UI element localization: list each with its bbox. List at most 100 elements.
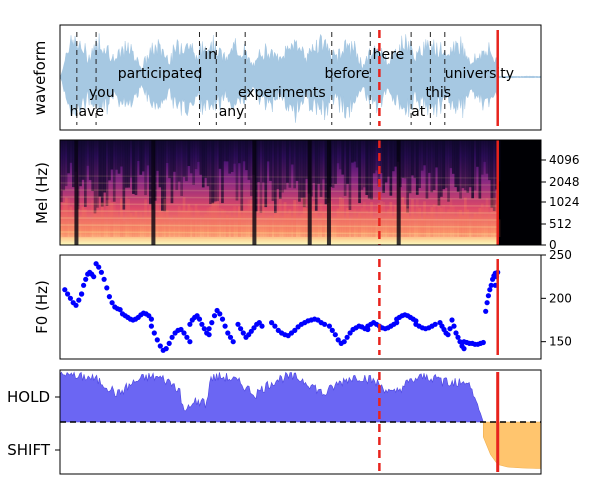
mel-frame-col	[288, 140, 292, 188]
mel-frame-col	[290, 140, 294, 165]
mel-frame-col	[86, 140, 90, 166]
mel-frame-col	[91, 140, 94, 191]
mel-frame-col	[485, 140, 489, 174]
mel-energy-col	[346, 207, 349, 237]
mel-frame-col	[257, 140, 260, 183]
mel-energy-col	[115, 211, 118, 237]
f0-tick-label: 250	[549, 248, 572, 262]
mel-frame-col	[389, 140, 393, 196]
mel-frame-col	[423, 140, 426, 166]
mel-frame-col	[480, 140, 484, 175]
mel-energy-col	[129, 212, 133, 237]
vap-markers	[378, 372, 500, 472]
f0-point	[238, 326, 244, 332]
mel-frame-col	[271, 140, 275, 201]
word-label: participated	[118, 66, 203, 82]
mel-frame-col	[250, 140, 253, 196]
mel-frame-col	[461, 140, 465, 189]
mel-energy-col	[257, 216, 260, 237]
f0-markers	[378, 259, 499, 355]
mel-frame-col	[211, 140, 215, 204]
mel-frame-col	[302, 140, 306, 208]
mel-energy-col	[144, 199, 147, 237]
mel-frame-col	[127, 140, 130, 188]
f0-point	[169, 334, 175, 340]
f0-point	[154, 337, 160, 343]
mel-energy-col	[100, 202, 104, 237]
mel-energy-col	[262, 204, 265, 237]
mel-frame-col	[209, 140, 212, 204]
mel-energy-col	[276, 212, 280, 237]
mel-harmonic	[59, 189, 498, 193]
mel-harmonic	[59, 224, 498, 228]
mel-energy-col	[464, 197, 467, 237]
f0-point	[117, 307, 123, 313]
f0-point	[196, 316, 203, 322]
mel-frame-col	[124, 140, 128, 188]
mel-frame-col	[353, 140, 357, 162]
mel-energy-col	[180, 210, 183, 237]
mel-frame-col	[387, 140, 390, 177]
mel-energy-col	[156, 204, 159, 237]
f0-point	[240, 330, 246, 336]
f0-point	[322, 321, 328, 327]
word-label: have	[70, 104, 104, 120]
f0-point	[451, 323, 457, 329]
mel-frame-col	[105, 140, 109, 206]
f0-point	[76, 297, 82, 303]
mel-energy-col	[264, 220, 268, 237]
word-label: university	[445, 66, 514, 82]
word-label: experiments	[238, 85, 326, 101]
mel-energy-col	[449, 199, 453, 237]
mel-frame-col	[394, 140, 397, 167]
mel-frame-col	[192, 140, 195, 185]
mel-frame-col	[348, 140, 352, 210]
word-label: before	[325, 66, 370, 82]
mel-energy-col	[440, 207, 443, 237]
f0-ticks: 150 200 250	[541, 248, 572, 349]
vap-panel: HOLD SHIFT	[7, 369, 542, 475]
f0-point	[178, 326, 184, 333]
f0-point	[67, 295, 73, 301]
mel-energy-col	[161, 212, 164, 237]
mel-frame-col	[156, 140, 159, 171]
mel-frame-col	[401, 140, 405, 178]
mel-frame-col	[100, 140, 104, 207]
f0-point	[326, 323, 332, 329]
f0-point	[332, 332, 338, 338]
f0-point	[73, 302, 79, 308]
f0-point	[81, 282, 87, 288]
f0-point	[98, 269, 104, 275]
mel-frame-col	[363, 140, 366, 188]
f0-point	[163, 346, 169, 352]
mel-energy-col	[444, 213, 448, 237]
mel-frame-col	[336, 140, 340, 164]
mel-energy-col	[302, 197, 306, 237]
mel-energy-col	[425, 214, 429, 237]
mel-energy-col	[86, 218, 90, 237]
f0-point	[62, 287, 68, 293]
f0-point	[484, 300, 490, 306]
mel-energy-col	[64, 197, 68, 237]
mel-frame-col	[221, 140, 224, 204]
f0-point	[432, 321, 438, 327]
mel-frame-col	[240, 140, 244, 211]
mel-energy-col	[122, 221, 126, 237]
mel-frame-col	[144, 140, 147, 196]
f0-point	[151, 330, 157, 336]
mel-energy-col	[490, 198, 494, 237]
mel-frame-col	[110, 140, 114, 170]
mel-frame-col	[259, 140, 263, 213]
mel-frame-col	[322, 140, 325, 180]
mel-frame-col	[343, 140, 347, 196]
word-label: you	[89, 85, 115, 101]
mel-frame-col	[72, 140, 75, 188]
mel-frame-col	[168, 140, 171, 179]
mel-energy-col	[459, 210, 462, 237]
mel-energy-col	[175, 220, 179, 237]
mel-energy-col	[199, 215, 203, 237]
mel-frame-col	[428, 140, 431, 173]
f0-point	[227, 334, 234, 340]
mel-energy-col	[387, 209, 390, 237]
mel-energy-col	[312, 201, 316, 237]
